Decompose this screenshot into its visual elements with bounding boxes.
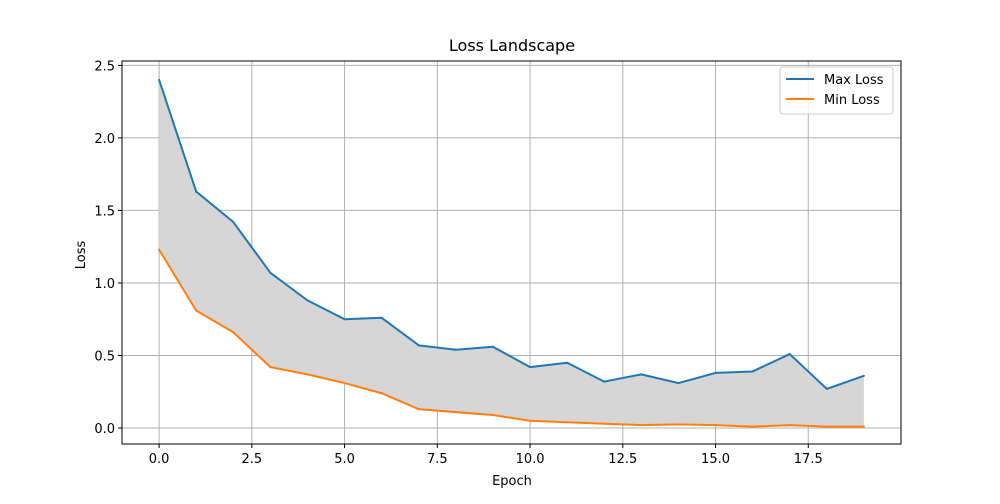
data-point-max-loss-16 xyxy=(751,370,754,373)
data-point-min-loss-17 xyxy=(788,424,791,427)
data-point-min-loss-18 xyxy=(825,425,828,428)
y-tick-label-4: 2.0 xyxy=(94,132,115,147)
data-point-min-loss-8 xyxy=(454,411,457,414)
data-point-min-loss-2 xyxy=(232,331,235,334)
legend-label-min-loss: Min Loss xyxy=(824,93,880,108)
y-tick-label-1: 0.5 xyxy=(94,350,115,365)
data-point-min-loss-0 xyxy=(158,248,161,251)
x-axis-ticks: 0.0 2.5 5.0 7.5 10.0 12.5 15.0 17.5 xyxy=(149,444,823,467)
series-line-max-loss xyxy=(158,79,865,390)
data-point-max-loss-15 xyxy=(714,371,717,374)
data-point-max-loss-3 xyxy=(269,271,272,274)
data-point-min-loss-6 xyxy=(380,392,383,395)
x-tick-label-0: 0.0 xyxy=(149,452,170,467)
data-point-max-loss-7 xyxy=(417,344,420,347)
series-line-min-loss xyxy=(158,249,864,428)
x-tick-label-4: 10.0 xyxy=(516,452,545,467)
plot-frame xyxy=(121,60,902,445)
x-tick-label-2: 5.0 xyxy=(334,452,355,467)
data-point-min-loss-12 xyxy=(603,422,606,425)
x-tick-label-5: 12.5 xyxy=(608,452,637,467)
x-axis-label: Epoch xyxy=(492,474,532,489)
data-point-min-loss-4 xyxy=(306,373,309,376)
data-point-max-loss-18 xyxy=(825,387,828,390)
data-point-min-loss-9 xyxy=(491,413,494,416)
chart-title: Loss Landscape xyxy=(449,36,575,55)
data-point-min-loss-16 xyxy=(751,425,754,428)
y-axis-label: Loss xyxy=(74,241,89,270)
data-point-min-loss-11 xyxy=(566,421,569,424)
data-point-min-loss-3 xyxy=(269,366,272,369)
y-tick-label-0: 0.0 xyxy=(94,422,115,437)
y-axis-ticks: 0.0 0.5 1.0 1.5 2.0 2.5 xyxy=(94,59,122,437)
data-point-min-loss-7 xyxy=(417,408,420,411)
data-point-max-loss-1 xyxy=(195,190,198,193)
data-point-max-loss-17 xyxy=(788,353,791,356)
y-tick-label-3: 1.5 xyxy=(94,204,115,219)
data-point-max-loss-0 xyxy=(158,78,161,81)
data-point-min-loss-1 xyxy=(195,309,198,312)
data-point-max-loss-14 xyxy=(677,382,680,385)
data-point-max-loss-12 xyxy=(603,380,606,383)
data-point-min-loss-10 xyxy=(529,419,532,422)
data-point-max-loss-9 xyxy=(491,345,494,348)
x-tick-label-6: 15.0 xyxy=(701,452,730,467)
x-tick-label-3: 7.5 xyxy=(427,452,448,467)
y-tick-label-2: 1.0 xyxy=(94,277,115,292)
loss-range-fill xyxy=(159,79,864,427)
data-point-min-loss-19 xyxy=(862,425,865,428)
x-tick-label-1: 2.5 xyxy=(241,452,262,467)
data-point-max-loss-2 xyxy=(232,221,235,224)
data-point-max-loss-11 xyxy=(566,361,569,364)
data-point-min-loss-15 xyxy=(714,424,717,427)
data-point-max-loss-19 xyxy=(862,374,865,377)
data-point-min-loss-5 xyxy=(343,382,346,385)
x-tick-label-7: 17.5 xyxy=(794,452,823,467)
data-point-max-loss-4 xyxy=(306,299,309,302)
data-point-max-loss-8 xyxy=(454,348,457,351)
legend: Max Loss Min Loss xyxy=(779,66,894,115)
data-point-min-loss-14 xyxy=(677,423,680,426)
data-point-max-loss-10 xyxy=(529,366,532,369)
series-layer xyxy=(158,78,865,428)
data-point-max-loss-6 xyxy=(380,316,383,319)
y-tick-label-5: 2.5 xyxy=(94,59,115,74)
data-point-max-loss-5 xyxy=(343,318,346,321)
data-point-max-loss-13 xyxy=(640,373,643,376)
data-point-min-loss-13 xyxy=(640,424,643,427)
legend-label-max-loss: Max Loss xyxy=(824,73,884,88)
